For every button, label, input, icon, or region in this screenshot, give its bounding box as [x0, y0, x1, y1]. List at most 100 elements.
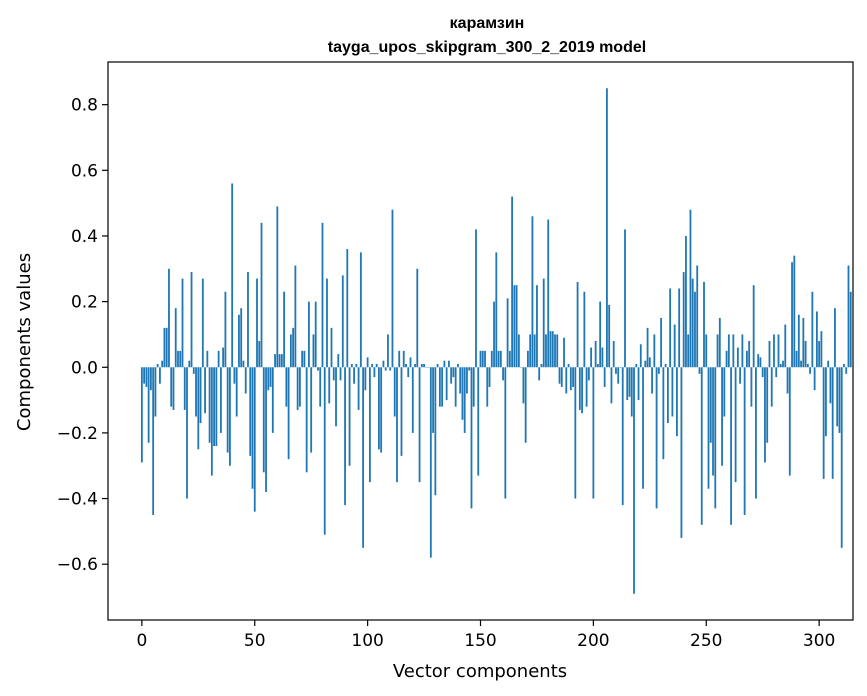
bar	[454, 367, 457, 407]
bar	[703, 281, 705, 368]
y-tick-label: 0.2	[71, 293, 98, 313]
bar	[788, 367, 791, 476]
bar	[159, 367, 161, 384]
bar	[481, 350, 484, 368]
bar	[224, 291, 227, 368]
bar	[378, 367, 380, 450]
bar	[694, 291, 696, 368]
bar	[147, 367, 150, 443]
bar	[662, 367, 665, 460]
bar	[560, 367, 563, 387]
chart-subtitle: tayga_upos_skipgram_300_2_2019 model	[328, 39, 646, 56]
bar	[391, 209, 394, 368]
bar	[766, 367, 769, 443]
bar	[267, 367, 270, 391]
bar	[190, 272, 193, 368]
x-tick-label: 200	[577, 631, 609, 651]
bar	[795, 350, 798, 368]
bar	[745, 350, 748, 368]
bar	[310, 367, 313, 453]
bar	[429, 367, 432, 558]
bar	[576, 281, 579, 368]
bar	[499, 350, 502, 368]
bar	[603, 367, 606, 387]
bar	[563, 337, 565, 368]
bar	[149, 367, 152, 391]
bar	[712, 367, 714, 476]
bar	[536, 285, 538, 368]
bar	[669, 288, 672, 368]
bar	[366, 357, 369, 368]
bar	[617, 367, 620, 384]
bar	[522, 367, 525, 404]
bar	[689, 209, 692, 368]
bar	[217, 350, 220, 368]
bar	[757, 354, 760, 368]
bar	[371, 363, 374, 368]
chart-title: карамзин	[450, 15, 525, 32]
y-axis-ticks: −0.6 −0.4 −0.2 0.0 0.2 0.4 0.6 0.8	[57, 96, 108, 575]
bar	[373, 367, 376, 378]
bar	[827, 360, 830, 368]
bar	[822, 367, 825, 479]
bar	[673, 324, 676, 368]
bar	[646, 327, 649, 368]
bar	[834, 308, 836, 368]
bar	[578, 367, 581, 410]
bar	[721, 367, 723, 466]
bar	[249, 367, 252, 456]
bar	[840, 367, 843, 548]
bar	[195, 367, 197, 417]
bar	[504, 367, 507, 499]
bar	[678, 288, 681, 368]
bar	[793, 255, 796, 368]
bar	[775, 367, 778, 378]
bar	[813, 367, 816, 391]
x-axis-ticks: 0 50 100 150 200 250 300	[136, 620, 835, 651]
bar	[152, 367, 155, 515]
bar	[251, 367, 254, 489]
bar	[709, 367, 712, 443]
x-tick-label: 100	[351, 631, 383, 651]
bar	[687, 334, 690, 368]
bar	[181, 278, 184, 368]
bar	[292, 327, 295, 368]
bar	[183, 367, 186, 410]
bar	[332, 367, 335, 381]
bar	[488, 367, 491, 387]
bar	[461, 367, 464, 420]
bar	[470, 367, 473, 509]
bar	[375, 363, 378, 368]
bar	[714, 367, 717, 509]
bar	[143, 367, 146, 384]
bar	[210, 367, 213, 476]
bar	[730, 367, 732, 525]
bar	[389, 367, 392, 371]
y-tick-label: −0.4	[57, 490, 98, 510]
bar	[639, 344, 642, 368]
x-axis-label: Vector components	[393, 661, 567, 682]
bar	[308, 301, 310, 368]
bar	[472, 367, 475, 407]
bar	[387, 334, 389, 368]
bar	[777, 334, 780, 368]
y-tick-label: −0.2	[57, 424, 98, 444]
y-axis-label: Components values	[14, 253, 35, 431]
bar	[490, 350, 493, 368]
bar	[818, 341, 821, 368]
bar	[768, 341, 771, 368]
bar	[484, 350, 486, 368]
bar	[393, 367, 396, 417]
bar	[154, 367, 157, 417]
bar	[269, 367, 272, 387]
x-tick-label: 0	[136, 631, 147, 651]
bar	[357, 367, 360, 410]
bar	[416, 268, 419, 368]
bar	[635, 363, 638, 368]
bar	[280, 354, 283, 368]
bar	[743, 367, 746, 515]
bar	[199, 367, 202, 424]
bar	[450, 367, 453, 384]
bar	[411, 367, 414, 433]
bar	[831, 367, 834, 479]
